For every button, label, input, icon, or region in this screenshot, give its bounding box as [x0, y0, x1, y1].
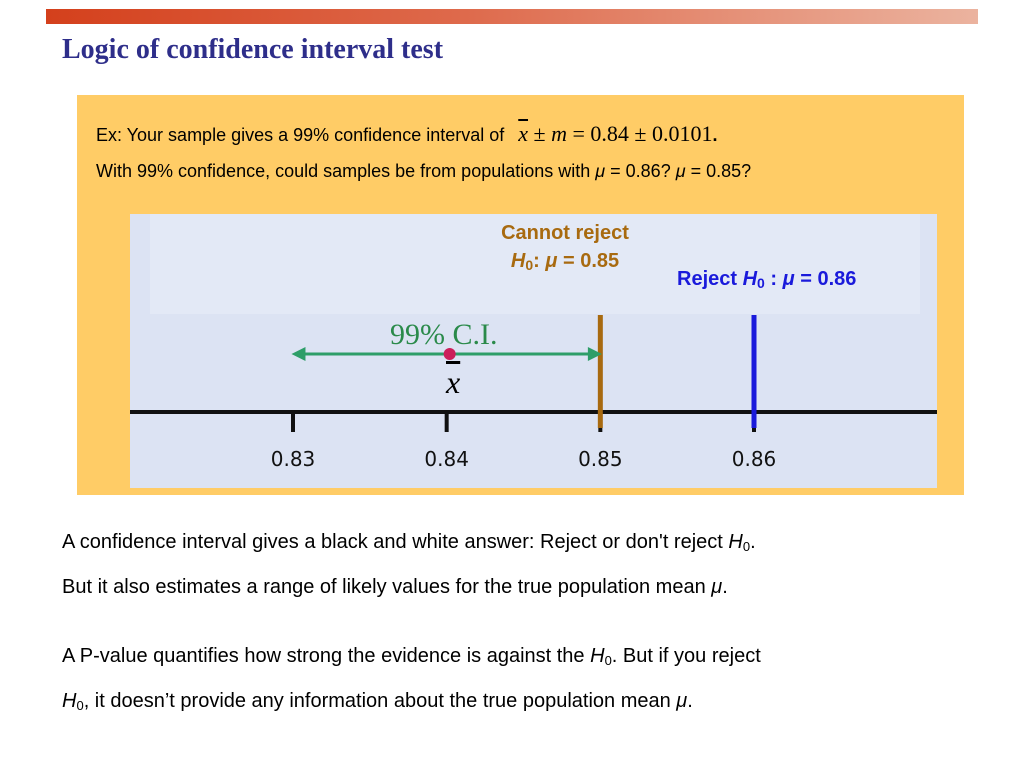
h-subscript: 0 — [757, 275, 765, 291]
mu-symbol: μ — [711, 576, 723, 598]
reject-label: Reject H0 : μ = 0.86 — [677, 268, 856, 291]
mu-symbol: μ — [676, 690, 688, 712]
period: . — [712, 125, 718, 145]
ci-arrow-left-head — [291, 347, 306, 361]
mu-symbol: μ — [545, 250, 558, 272]
mu-symbol: μ — [782, 268, 795, 290]
h-symbol: H — [510, 250, 526, 272]
cannot-reject-label: Cannot reject H0: μ = 0.85 — [470, 219, 660, 275]
example-line-1: Ex: Your sample gives a 99% confidence i… — [96, 121, 717, 147]
h-symbol: H — [62, 690, 77, 712]
ci-formula: x ± m = 0.84 ± 0.0101 — [518, 121, 712, 146]
xbar-symbol: x — [518, 121, 529, 146]
question-part-1: With 99% confidence, could samples be fr… — [96, 161, 596, 181]
p3-end: . But if you reject — [611, 645, 761, 667]
cannot-reject-line-2: H0: μ = 0.85 — [470, 247, 660, 275]
p1-end: . — [750, 531, 756, 553]
h-symbol: H — [728, 531, 743, 553]
tick-label: 0.85 — [578, 447, 623, 471]
h-subscript: 0 — [76, 698, 84, 713]
tick-label: 0.83 — [270, 447, 316, 471]
value-086: = 0.86 — [794, 268, 857, 290]
value-085: = 0.85 — [557, 250, 620, 272]
p3-text: A P-value quantifies how strong the evid… — [62, 645, 591, 667]
paragraph-2: But it also estimates a range of likely … — [62, 576, 728, 599]
example-line-2: With 99% confidence, could samples be fr… — [96, 161, 751, 182]
slide-title: Logic of confidence interval test — [62, 34, 444, 65]
paragraph-4: H0, it doesn’t provide any information a… — [62, 690, 693, 713]
pm-symbol: ± — [528, 121, 552, 146]
h-subscript: 0 — [525, 257, 534, 273]
p1-text: A confidence interval gives a black and … — [62, 531, 729, 553]
paragraph-3: A P-value quantifies how strong the evid… — [62, 645, 761, 668]
tick-label: 0.84 — [424, 447, 469, 471]
mu-symbol: μ — [675, 161, 686, 181]
ci-label: 99% C.I. — [390, 318, 498, 351]
p4-text: , it doesn’t provide any information abo… — [83, 690, 677, 712]
tick-label: 0.86 — [731, 447, 777, 471]
p4-end: . — [687, 690, 693, 712]
title-accent-bar — [46, 9, 978, 24]
question-part-2: = 0.86? — [605, 161, 676, 181]
p2-text: But it also estimates a range of likely … — [62, 576, 712, 598]
question-part-3: = 0.85? — [685, 161, 752, 181]
number-line-figure — [130, 214, 937, 432]
ci-arrow-right-head — [587, 347, 602, 361]
h-subscript: 0 — [604, 653, 612, 668]
p2-end: . — [722, 576, 728, 598]
colon: : — [533, 250, 546, 272]
h-symbol: H — [590, 645, 605, 667]
example-text: Ex: Your sample gives a 99% confidence i… — [96, 125, 505, 145]
reject-prefix: Reject — [677, 268, 743, 290]
cannot-reject-line-1: Cannot reject — [501, 222, 629, 244]
mu-symbol: μ — [595, 161, 606, 181]
h-symbol: H — [742, 268, 758, 290]
figure-top-band — [150, 214, 920, 314]
sample-mean-dot — [443, 348, 456, 360]
ci-values: = 0.84 ± 0.0101 — [566, 121, 713, 146]
paragraph-1: A confidence interval gives a black and … — [62, 531, 756, 554]
margin-symbol: m — [551, 121, 567, 146]
ci-figure-panel — [130, 214, 937, 488]
sample-mean-label: x — [446, 364, 461, 400]
h-subscript: 0 — [742, 539, 751, 554]
colon: : — [764, 268, 783, 290]
